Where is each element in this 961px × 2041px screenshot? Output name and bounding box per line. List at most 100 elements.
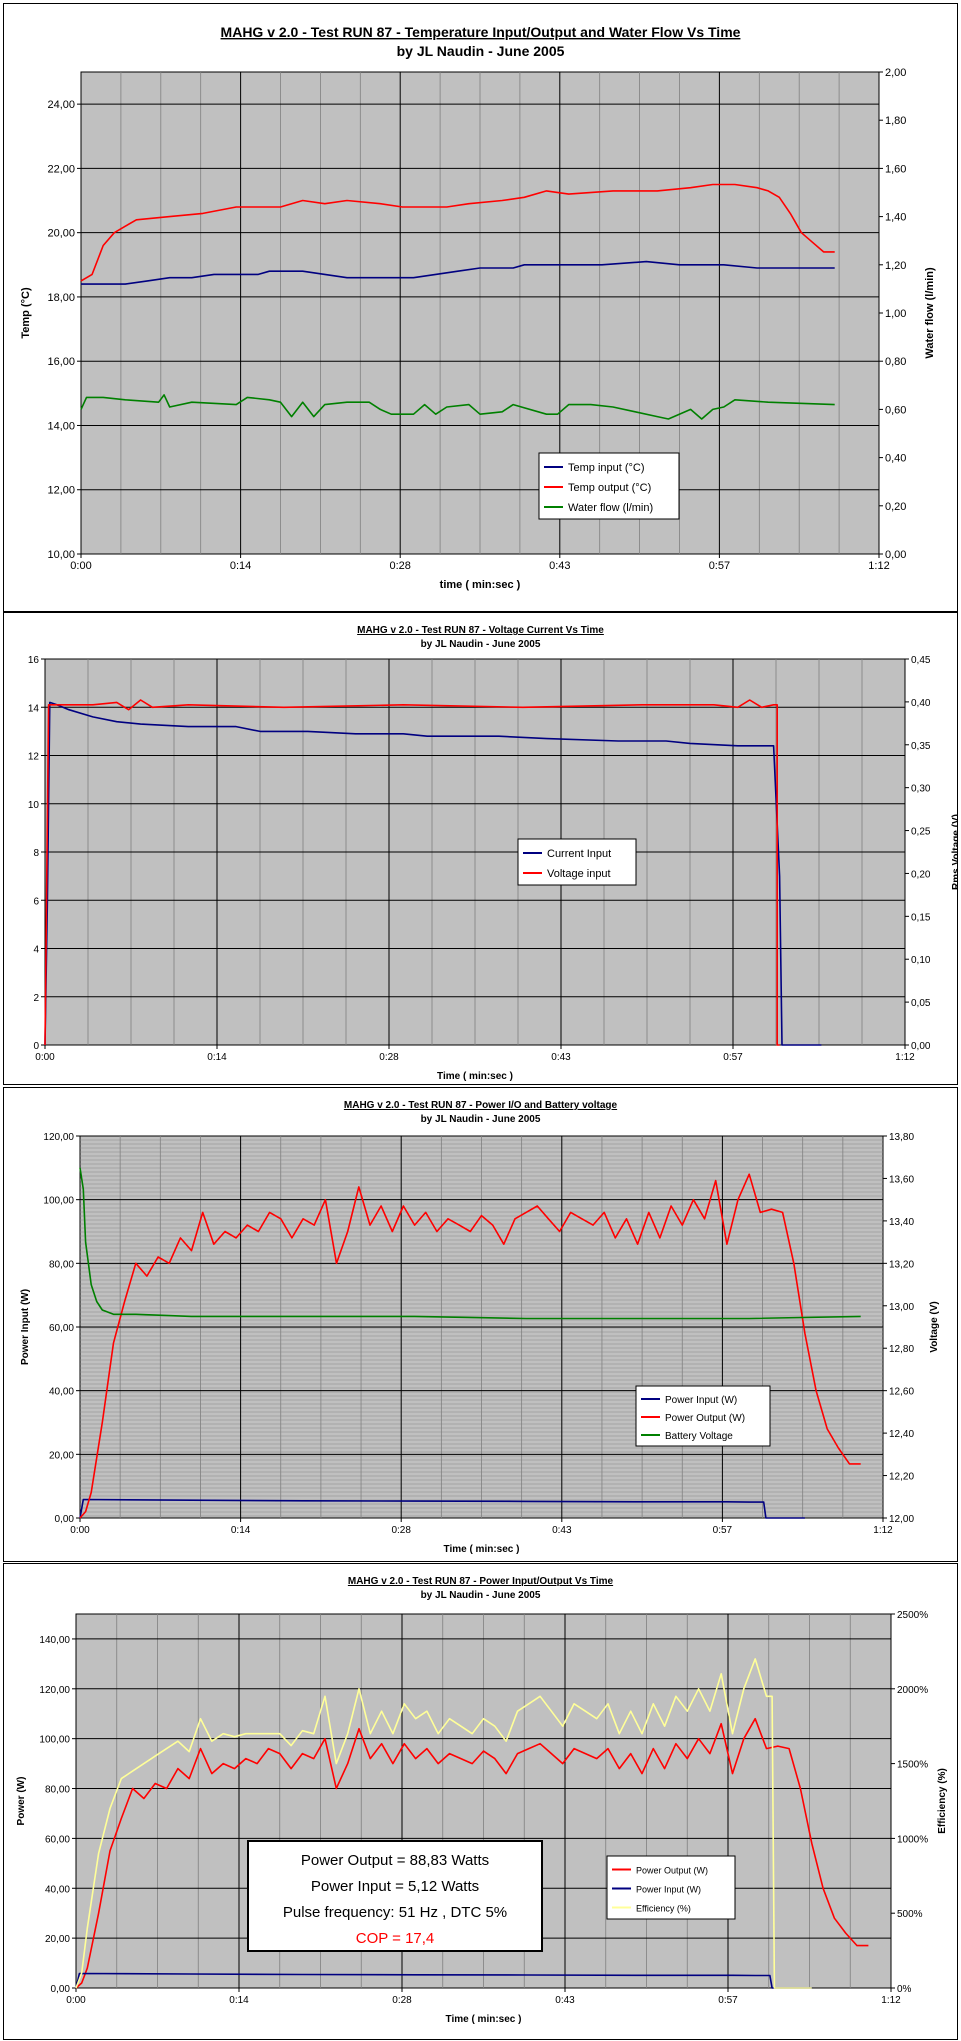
legend-entry: Current Input bbox=[547, 848, 611, 860]
y2-tick-label: 2,00 bbox=[885, 67, 906, 79]
y-tick-label: 4 bbox=[33, 945, 39, 956]
voltage-current-chart: MAHG v 2.0 - Test RUN 87 - Voltage Curre… bbox=[28, 625, 957, 1082]
series-line-1 bbox=[75, 1717, 869, 1989]
y2-tick-label: 0,00 bbox=[911, 1041, 931, 1052]
y-tick-label: 120,00 bbox=[43, 1132, 74, 1143]
x-tick-label: 0:43 bbox=[549, 560, 570, 572]
series-line-3 bbox=[80, 394, 835, 420]
power-battery-chart: MAHG v 2.0 - Test RUN 87 - Power I/O and… bbox=[20, 1100, 940, 1555]
y2-tick-label: 0% bbox=[897, 1984, 912, 1995]
chart-title: MAHG v 2.0 - Test RUN 87 - Temperature I… bbox=[221, 24, 741, 40]
x-tick-label: 0:00 bbox=[35, 1052, 55, 1063]
power-efficiency-chart-panel: MAHG v 2.0 - Test RUN 87 - Power Input/O… bbox=[3, 1563, 958, 2040]
x-tick-label: 0:43 bbox=[551, 1052, 571, 1063]
y2-tick-label: 12,40 bbox=[889, 1429, 914, 1440]
y-tick-label: 10,00 bbox=[47, 549, 75, 561]
x-tick-label: 0:28 bbox=[379, 1052, 399, 1063]
pulse-frequency-text: Pulse frequency: 51 Hz , DTC 5% bbox=[282, 1904, 508, 1921]
y2-tick-label: 500% bbox=[897, 1909, 923, 1920]
x-tick-label: 1:12 bbox=[895, 1052, 915, 1063]
y-tick-label: 12 bbox=[28, 752, 40, 763]
chart-title: MAHG v 2.0 - Test RUN 87 - Power Input/O… bbox=[348, 1576, 614, 1587]
y-tick-label: 80,00 bbox=[45, 1785, 70, 1796]
series-line-2 bbox=[75, 1972, 812, 1989]
legend-entry: Power Output (W) bbox=[636, 1866, 708, 1876]
temperature-chart: MAHG v 2.0 - Test RUN 87 - Temperature I… bbox=[20, 24, 936, 591]
y2-tick-label: 1,40 bbox=[885, 212, 906, 224]
y-tick-label: 24,00 bbox=[47, 99, 75, 111]
y2-tick-label: 0,40 bbox=[885, 453, 906, 465]
chart-subtitle: by JL Naudin - June 2005 bbox=[421, 639, 541, 650]
y2-tick-label: 0,30 bbox=[911, 784, 931, 795]
y2-tick-label: 12,00 bbox=[889, 1514, 914, 1525]
info-box: Power Output = 88,83 Watts Power Input =… bbox=[247, 1840, 543, 1952]
y2-tick-label: 0,80 bbox=[885, 356, 906, 368]
x-tick-label: 0:00 bbox=[70, 1525, 90, 1536]
x-tick-label: 0:28 bbox=[392, 1995, 412, 2006]
y2-tick-label: 0,20 bbox=[885, 501, 906, 513]
y2-tick-label: 0,45 bbox=[911, 655, 931, 666]
y-tick-label: 60,00 bbox=[45, 1834, 70, 1845]
legend-entry: Battery Voltage bbox=[665, 1431, 733, 1442]
y2-tick-label: 1,00 bbox=[885, 308, 906, 320]
y2-tick-label: 0,15 bbox=[911, 912, 931, 923]
y2-tick-label: 1,20 bbox=[885, 260, 906, 272]
y2-tick-label: 0,40 bbox=[911, 698, 931, 709]
x-tick-label: 0:00 bbox=[66, 1995, 86, 2006]
y-tick-label: 140,00 bbox=[39, 1635, 70, 1646]
y2-tick-label: 13,00 bbox=[889, 1302, 914, 1313]
y-tick-label: 12,00 bbox=[47, 485, 75, 497]
y2-axis-label: Water flow (l/min) bbox=[924, 267, 936, 359]
power-efficiency-chart: MAHG v 2.0 - Test RUN 87 - Power Input/O… bbox=[16, 1576, 948, 2025]
y2-tick-label: 12,60 bbox=[889, 1387, 914, 1398]
y-tick-label: 120,00 bbox=[39, 1685, 70, 1696]
y2-tick-label: 0,10 bbox=[911, 955, 931, 966]
x-tick-label: 0:43 bbox=[552, 1525, 572, 1536]
legend-entry: Water flow (l/min) bbox=[568, 502, 653, 514]
y-tick-label: 20,00 bbox=[47, 228, 75, 240]
y-tick-label: 60,00 bbox=[49, 1323, 74, 1334]
chart-subtitle: by JL Naudin - June 2005 bbox=[397, 43, 565, 59]
x-tick-label: 0:43 bbox=[555, 1995, 575, 2006]
y-axis-label: Power (W) bbox=[16, 1777, 27, 1826]
series-line-1 bbox=[79, 1498, 805, 1519]
y-tick-label: 6 bbox=[33, 896, 39, 907]
series-line-1 bbox=[44, 701, 822, 1046]
series-line-3 bbox=[79, 1167, 861, 1320]
y-tick-label: 40,00 bbox=[45, 1884, 70, 1895]
y-tick-label: 100,00 bbox=[43, 1196, 74, 1207]
y2-tick-label: 1000% bbox=[897, 1834, 928, 1845]
power-battery-chart-panel: MAHG v 2.0 - Test RUN 87 - Power I/O and… bbox=[3, 1087, 958, 1562]
power-input-text: Power Input = 5,12 Watts bbox=[310, 1878, 480, 1895]
y2-tick-label: 12,20 bbox=[889, 1472, 914, 1483]
chart-subtitle: by JL Naudin - June 2005 bbox=[421, 1114, 541, 1125]
cop-text: COP = 17,4 bbox=[355, 1930, 435, 1947]
x-axis-label: time ( min:sec ) bbox=[440, 579, 521, 591]
series-line-2 bbox=[44, 699, 780, 1046]
x-tick-label: 1:12 bbox=[868, 560, 889, 572]
y-tick-label: 20,00 bbox=[45, 1934, 70, 1945]
legend-entry: Voltage input bbox=[547, 868, 611, 880]
y-tick-label: 14 bbox=[28, 703, 40, 714]
y-tick-label: 80,00 bbox=[49, 1259, 74, 1270]
y2-tick-label: 13,80 bbox=[889, 1132, 914, 1143]
x-axis-label: Time ( min:sec ) bbox=[446, 2014, 522, 2025]
x-tick-label: 0:57 bbox=[718, 1995, 738, 2006]
legend-entry: Power Input (W) bbox=[636, 1885, 701, 1895]
y2-tick-label: 1500% bbox=[897, 1760, 928, 1771]
power-output-text: Power Output = 88,83 Watts bbox=[300, 1852, 490, 1869]
x-axis-label: Time ( min:sec ) bbox=[444, 1544, 520, 1555]
legend-entry: Power Output (W) bbox=[665, 1413, 745, 1424]
y-tick-label: 16 bbox=[28, 655, 40, 666]
y2-tick-label: 13,40 bbox=[889, 1217, 914, 1228]
y-tick-label: 16,00 bbox=[47, 356, 75, 368]
y2-tick-label: 1,80 bbox=[885, 115, 906, 127]
y2-tick-label: 0,20 bbox=[911, 869, 931, 880]
series-line-2 bbox=[79, 1173, 861, 1519]
y-tick-label: 20,00 bbox=[49, 1450, 74, 1461]
chart-title: MAHG v 2.0 - Test RUN 87 - Voltage Curre… bbox=[357, 625, 604, 636]
x-tick-label: 0:28 bbox=[391, 1525, 411, 1536]
x-tick-label: 0:57 bbox=[713, 1525, 733, 1536]
y2-tick-label: 2000% bbox=[897, 1685, 928, 1696]
